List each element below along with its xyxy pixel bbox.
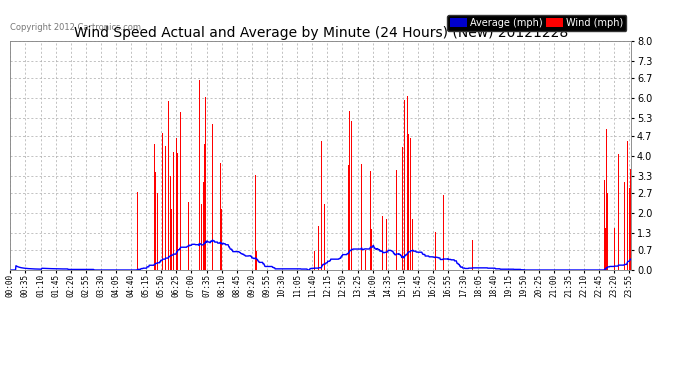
- Text: Copyright 2012 Cartronics.com: Copyright 2012 Cartronics.com: [10, 23, 141, 32]
- Title: Wind Speed Actual and Average by Minute (24 Hours) (New) 20121228: Wind Speed Actual and Average by Minute …: [74, 26, 568, 40]
- Legend: Average (mph), Wind (mph): Average (mph), Wind (mph): [447, 15, 627, 31]
